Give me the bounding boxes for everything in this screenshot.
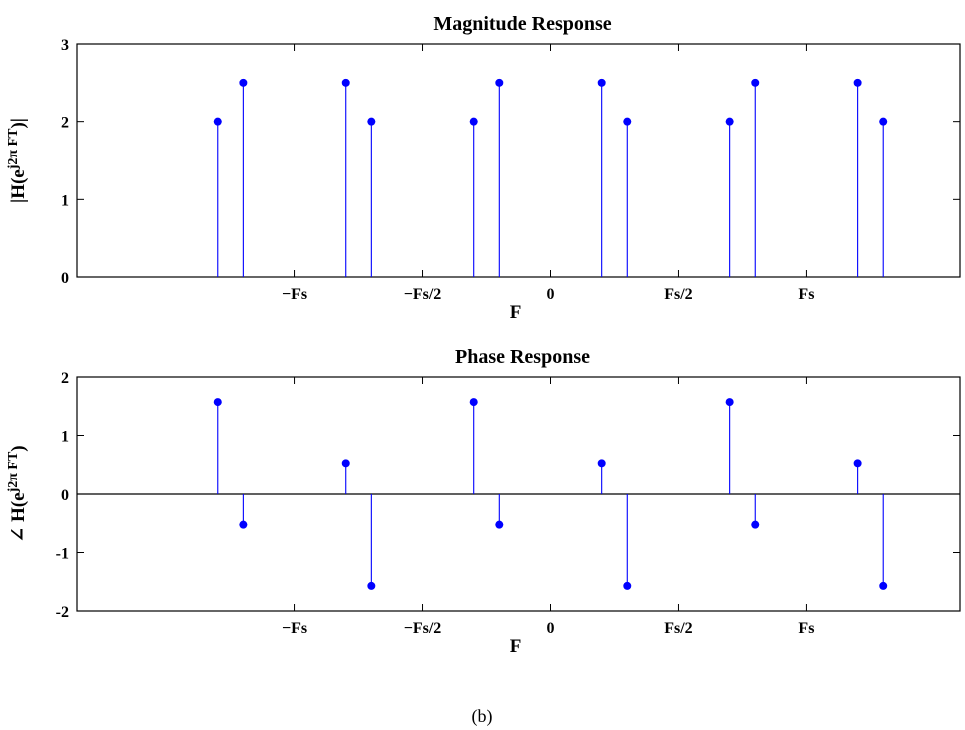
x-axis-label: F bbox=[510, 302, 522, 323]
stem-marker bbox=[469, 398, 478, 407]
x-tick-label: −Fs/2 bbox=[404, 286, 442, 303]
plot-frame bbox=[76, 43, 961, 278]
x-tick-label: −Fs bbox=[282, 286, 307, 303]
stem-marker bbox=[751, 520, 760, 529]
y-tick-label: 3 bbox=[61, 37, 69, 54]
figure-caption: (b) bbox=[472, 706, 493, 727]
stem-marker bbox=[725, 398, 734, 407]
stem-marker bbox=[239, 520, 248, 529]
y-label-post: ) bbox=[8, 445, 29, 451]
y-label-pre: ∠ H(e bbox=[8, 492, 29, 542]
y-axis-label: |H(ej2π FT)| bbox=[6, 118, 29, 203]
chart-title: Phase Response bbox=[455, 346, 590, 368]
y-label-pre: |H(e bbox=[8, 169, 29, 203]
stem-marker bbox=[623, 117, 632, 126]
stem-marker bbox=[341, 459, 350, 468]
x-tick-label: 0 bbox=[546, 286, 554, 303]
x-tick-label: 0 bbox=[546, 620, 554, 637]
y-axis-label: ∠ H(ej2π FT) bbox=[6, 445, 29, 542]
stem-marker bbox=[751, 78, 760, 87]
y-tick-label: 0 bbox=[61, 270, 69, 287]
y-tick-label: 2 bbox=[61, 115, 69, 132]
stem-marker bbox=[367, 581, 376, 590]
stem-marker bbox=[213, 398, 222, 407]
stem-marker bbox=[469, 117, 478, 126]
x-tick-label: −Fs/2 bbox=[404, 620, 442, 637]
y-tick-label: -1 bbox=[56, 546, 69, 563]
chart-title: Magnitude Response bbox=[433, 13, 611, 35]
y-tick-label: 1 bbox=[61, 429, 69, 446]
x-tick-label: Fs/2 bbox=[664, 286, 692, 303]
y-label-sup: j2π FT bbox=[6, 451, 21, 493]
y-label-sup: j2π FT bbox=[6, 128, 21, 170]
stem-marker bbox=[495, 520, 504, 529]
x-tick-label: Fs/2 bbox=[664, 620, 692, 637]
y-label-post: )| bbox=[8, 118, 29, 129]
y-tick-label: 1 bbox=[61, 192, 69, 209]
stem-marker bbox=[879, 117, 888, 126]
magnitude-panel: 0 1 2 3 −Fs −Fs/2 0 Fs/2 Fs Magnitude Response F |H… bbox=[6, 13, 961, 323]
y-tick-label: -2 bbox=[56, 604, 69, 621]
stem-marker bbox=[213, 117, 222, 126]
x-tick-label: Fs bbox=[798, 620, 814, 637]
stem-marker bbox=[725, 117, 734, 126]
stem-marker bbox=[367, 117, 376, 126]
y-tick-label: 0 bbox=[61, 487, 69, 504]
stem-marker bbox=[853, 459, 862, 468]
stem-marker bbox=[495, 78, 504, 87]
stem-marker bbox=[853, 78, 862, 87]
stem-marker bbox=[879, 581, 888, 590]
x-tick-label: −Fs bbox=[282, 620, 307, 637]
stem-marker bbox=[597, 459, 606, 468]
x-tick-label: Fs bbox=[798, 286, 814, 303]
phase-panel: -2 -1 0 1 2 −Fs −Fs/2 0 Fs/2 Fs Phase Response F ∠ H… bbox=[6, 346, 961, 657]
stem-marker bbox=[597, 78, 606, 87]
stem-marker bbox=[341, 78, 350, 87]
stem-marker bbox=[623, 581, 632, 590]
y-tick-label: 2 bbox=[61, 370, 69, 387]
x-axis-label: F bbox=[510, 636, 522, 657]
stem-marker bbox=[239, 78, 248, 87]
